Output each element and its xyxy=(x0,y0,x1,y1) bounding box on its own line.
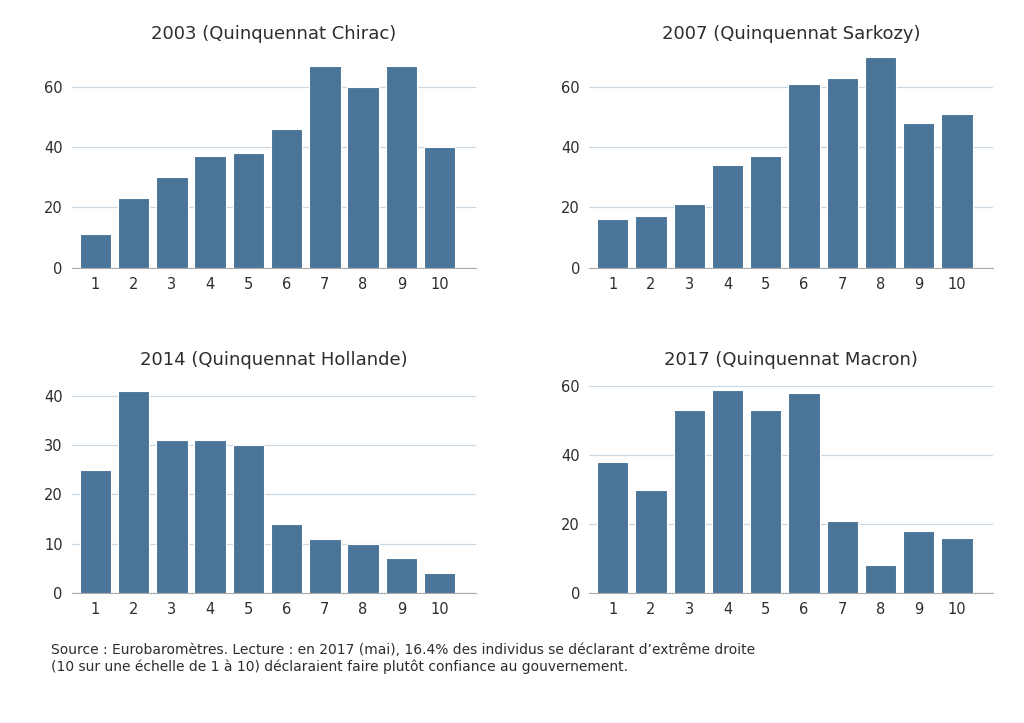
Bar xyxy=(232,153,264,268)
Bar xyxy=(232,445,264,593)
Bar xyxy=(347,87,379,268)
Bar xyxy=(195,156,226,268)
Bar xyxy=(424,573,456,593)
Title: 2003 (Quinquennat Chirac): 2003 (Quinquennat Chirac) xyxy=(152,25,396,43)
Bar xyxy=(712,165,743,268)
Bar xyxy=(309,66,341,268)
Bar xyxy=(271,524,302,593)
Bar xyxy=(674,204,705,268)
Bar xyxy=(118,198,150,268)
Bar xyxy=(903,531,934,593)
Bar xyxy=(157,440,187,593)
Bar xyxy=(424,147,456,268)
Title: 2014 (Quinquennat Hollande): 2014 (Quinquennat Hollande) xyxy=(140,351,408,369)
Title: 2007 (Quinquennat Sarkozy): 2007 (Quinquennat Sarkozy) xyxy=(662,25,921,43)
Bar xyxy=(386,558,417,593)
Bar xyxy=(195,440,226,593)
Bar xyxy=(826,521,858,593)
Bar xyxy=(865,56,896,268)
Bar xyxy=(118,390,150,593)
Bar xyxy=(750,156,781,268)
Bar xyxy=(674,411,705,593)
Bar xyxy=(635,489,667,593)
Bar xyxy=(826,77,858,268)
Bar xyxy=(597,462,629,593)
Bar xyxy=(865,565,896,593)
Text: Source : Eurobaromètres. Lecture : en 2017 (mai), 16.4% des individus se déclara: Source : Eurobaromètres. Lecture : en 20… xyxy=(51,643,756,675)
Bar xyxy=(712,390,743,593)
Bar xyxy=(347,544,379,593)
Bar xyxy=(788,393,819,593)
Bar xyxy=(157,177,187,268)
Bar xyxy=(309,539,341,593)
Bar xyxy=(386,66,417,268)
Bar xyxy=(788,84,819,268)
Bar xyxy=(750,411,781,593)
Bar xyxy=(903,123,934,268)
Bar xyxy=(941,114,973,268)
Title: 2017 (Quinquennat Macron): 2017 (Quinquennat Macron) xyxy=(665,351,919,369)
Bar xyxy=(271,129,302,268)
Bar xyxy=(635,216,667,268)
Bar xyxy=(941,538,973,593)
Bar xyxy=(597,219,629,268)
Bar xyxy=(80,470,111,593)
Bar xyxy=(80,234,111,268)
